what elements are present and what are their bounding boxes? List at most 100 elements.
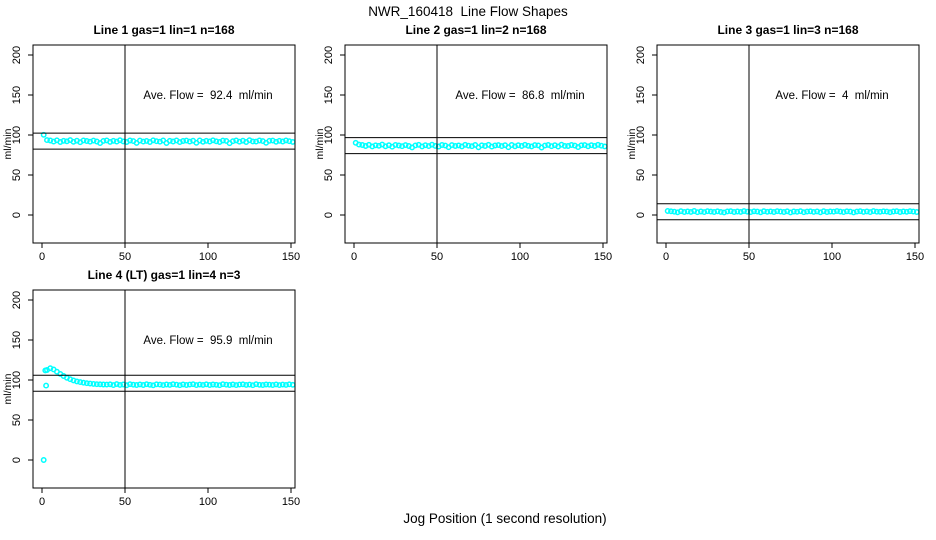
data-point [870, 208, 877, 215]
x-tick-label: 0 [663, 251, 669, 263]
data-point [243, 381, 250, 388]
y-tick-label: 150 [11, 331, 23, 349]
y-tick-label: 100 [635, 126, 647, 144]
y-tick-label: 200 [11, 46, 23, 64]
data-point [203, 137, 210, 144]
y-axis-label: ml/min [2, 373, 14, 404]
ave-flow-annotation: Ave. Flow = 95.9 ml/min [143, 335, 272, 347]
data-point [824, 209, 830, 215]
data-point [395, 142, 402, 149]
data-point [256, 137, 263, 144]
y-tick-label: 200 [323, 46, 335, 64]
y-tick-label: 150 [635, 86, 647, 104]
data-point [843, 208, 850, 215]
data-point [717, 208, 724, 215]
x-tick-label: 100 [511, 251, 529, 263]
subplot-title: Line 3 gas=1 lin=3 n=168 [717, 23, 858, 37]
y-tick-label: 100 [11, 126, 23, 144]
data-point [150, 137, 157, 144]
data-point [820, 208, 827, 215]
x-tick-label: 150 [906, 251, 924, 263]
data-point [266, 137, 273, 144]
data-point [236, 381, 243, 388]
data-point [107, 381, 114, 388]
data-point [127, 137, 133, 144]
data-point [897, 209, 904, 215]
x-tick-label: 0 [39, 251, 45, 263]
data-point [671, 208, 678, 215]
data-point [760, 208, 767, 215]
data-point [873, 208, 880, 215]
data-point [900, 208, 907, 215]
data-point [452, 143, 459, 149]
data-point [127, 381, 133, 388]
data-point [44, 137, 50, 144]
data-point [80, 137, 87, 144]
data-point [541, 142, 548, 149]
data-point [741, 208, 747, 215]
y-tick-label: 0 [323, 212, 335, 218]
data-point [780, 209, 787, 215]
data-point [210, 381, 216, 388]
data-point [279, 381, 286, 388]
data-point [465, 142, 472, 149]
data-point [834, 208, 840, 215]
data-point [863, 208, 870, 215]
data-point [100, 381, 107, 388]
data-point [60, 137, 67, 144]
data-point [498, 143, 505, 150]
data-point [226, 382, 233, 388]
data-point [163, 381, 170, 388]
data-point [568, 142, 575, 148]
ave-flow-annotation: Ave. Flow = 4 ml/min [775, 90, 888, 102]
data-point [97, 381, 104, 388]
data-point [273, 138, 280, 145]
plot-box [32, 289, 296, 489]
data-point [249, 138, 256, 145]
data-point [130, 381, 137, 388]
y-tick-label: 150 [11, 86, 23, 104]
data-point [714, 208, 721, 215]
data-point [77, 379, 84, 386]
x-tick-label: 0 [351, 251, 357, 263]
data-point [777, 208, 784, 215]
data-point [515, 142, 522, 149]
ave-flow-annotation: Ave. Flow = 92.4 ml/min [143, 90, 272, 102]
data-point [439, 142, 445, 148]
data-point [110, 137, 117, 144]
y-tick-label: 200 [11, 291, 23, 309]
data-point [253, 381, 260, 388]
y-tick-label: 50 [11, 169, 23, 181]
data-point [412, 142, 419, 149]
data-point [495, 142, 502, 149]
y-tick-label: 100 [323, 126, 335, 144]
data-point [588, 142, 595, 149]
data-point [276, 137, 283, 144]
data-point [193, 382, 200, 389]
data-point [223, 381, 230, 388]
data-point [853, 208, 860, 215]
y-tick-label: 50 [323, 169, 335, 181]
data-point [283, 137, 289, 144]
data-point [190, 381, 197, 388]
data-point [754, 208, 761, 215]
data-point [727, 208, 734, 215]
data-point [269, 382, 276, 388]
data-point [830, 208, 837, 215]
data-point [289, 138, 296, 145]
x-axis-outer-label: Jog Position (1 second resolution) [403, 511, 607, 526]
data-point [767, 208, 774, 215]
data-point [704, 208, 711, 215]
data-point [143, 381, 150, 388]
data-point [100, 137, 107, 144]
data-point [890, 208, 897, 215]
data-point [478, 142, 485, 149]
data-point [180, 381, 187, 388]
data-point [249, 382, 256, 389]
data-point [804, 208, 811, 215]
data-point [887, 209, 894, 216]
data-point [219, 137, 226, 144]
data-point [200, 381, 206, 388]
data-point [687, 208, 694, 215]
data-point [170, 381, 177, 388]
